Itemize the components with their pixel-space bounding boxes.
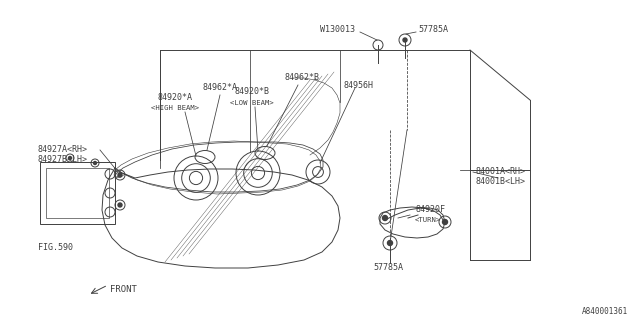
Circle shape xyxy=(118,173,122,177)
Text: 57785A: 57785A xyxy=(418,26,448,35)
Text: 84927B<LH>: 84927B<LH> xyxy=(38,156,88,164)
Circle shape xyxy=(442,220,447,225)
Text: 84001B<LH>: 84001B<LH> xyxy=(476,178,526,187)
Text: 84920F: 84920F xyxy=(415,205,445,214)
Circle shape xyxy=(68,156,72,159)
Circle shape xyxy=(403,38,407,42)
Text: <LOW BEAM>: <LOW BEAM> xyxy=(230,100,274,106)
Text: 84962*A: 84962*A xyxy=(202,84,237,92)
Text: W130013: W130013 xyxy=(320,26,355,35)
Text: 84001A<RH>: 84001A<RH> xyxy=(476,167,526,177)
Circle shape xyxy=(118,203,122,207)
Text: A840001361: A840001361 xyxy=(582,308,628,316)
Text: 84920*A: 84920*A xyxy=(157,92,193,101)
Text: 84920*B: 84920*B xyxy=(234,87,269,97)
Text: 84927A<RH>: 84927A<RH> xyxy=(38,146,88,155)
Circle shape xyxy=(383,215,387,220)
Text: <HIGH BEAM>: <HIGH BEAM> xyxy=(151,105,199,111)
Text: <TURN>: <TURN> xyxy=(415,217,441,223)
Bar xyxy=(46,168,109,218)
Bar xyxy=(40,162,115,224)
Text: FIG.590: FIG.590 xyxy=(38,244,73,252)
Circle shape xyxy=(93,162,97,164)
Circle shape xyxy=(387,241,392,245)
Text: 84962*B: 84962*B xyxy=(285,74,319,83)
Text: FRONT: FRONT xyxy=(110,285,137,294)
Text: 84956H: 84956H xyxy=(343,81,373,90)
Text: 57785A: 57785A xyxy=(373,262,403,271)
